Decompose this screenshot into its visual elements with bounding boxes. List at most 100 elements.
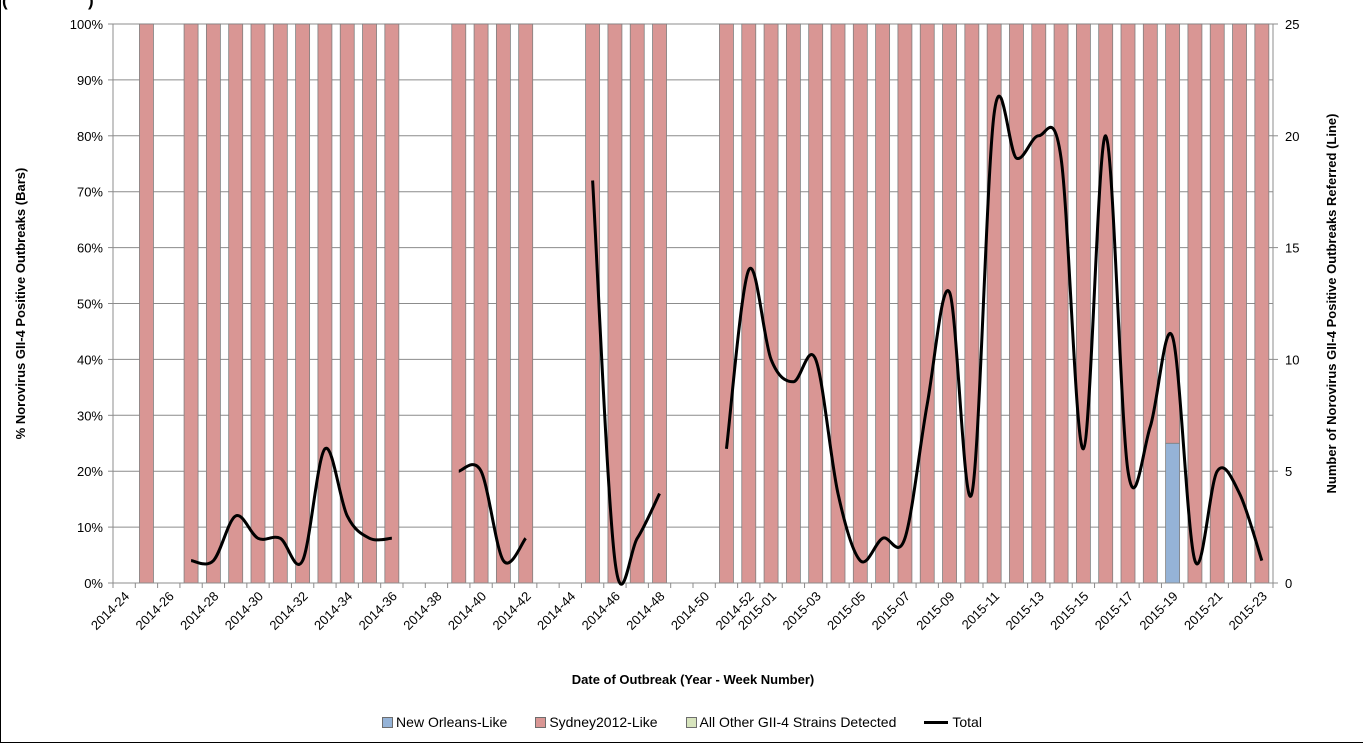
- legend-label-sydney2012: Sydney2012-Like: [549, 714, 658, 730]
- bar: [919, 23, 935, 584]
- x-tick-label: 2015-17: [1092, 589, 1136, 633]
- x-tick-label: 2014-40: [445, 589, 489, 633]
- x-tick-label: 2014-32: [266, 589, 310, 633]
- right-tick-label: 20: [1285, 129, 1299, 144]
- bar: [1187, 23, 1203, 584]
- x-tick-label: 2014-46: [579, 589, 623, 633]
- right-tick-label: 15: [1285, 241, 1299, 256]
- chart-title-fragment: ( ): [2, 0, 94, 10]
- right-tick-label: 25: [1285, 17, 1299, 32]
- bar: [295, 23, 311, 584]
- x-tick-label: 2014-34: [311, 589, 355, 633]
- left-tick-label: 10%: [77, 520, 103, 535]
- bar: [942, 23, 957, 584]
- x-tick-label: 2014-30: [222, 589, 266, 633]
- x-tick-label: 2015-23: [1226, 589, 1270, 633]
- bar: [183, 23, 199, 584]
- bar: [1053, 23, 1069, 584]
- legend-line-total: [924, 720, 949, 724]
- bar: [451, 23, 467, 584]
- legend-item-total: Total: [924, 714, 982, 730]
- bar: [1075, 23, 1091, 584]
- legend-label-total: Total: [952, 714, 982, 730]
- left-tick-label: 50%: [77, 297, 103, 312]
- bar: [1142, 23, 1158, 584]
- left-tick-label: 0%: [84, 576, 103, 591]
- bar: [1098, 23, 1114, 584]
- bar: [518, 23, 534, 584]
- x-tick-label: 2015-03: [779, 589, 823, 633]
- left-tick-label: 20%: [77, 464, 103, 479]
- total-line: [190, 447, 392, 566]
- legend-label-other-gii4: All Other GII-4 Strains Detected: [699, 714, 897, 730]
- bar: [1232, 23, 1247, 584]
- x-tick-label: 2014-42: [489, 589, 533, 633]
- left-tick-label: 80%: [77, 129, 103, 144]
- x-tick-label: 2014-48: [623, 589, 667, 633]
- legend-swatch-other-gii4: [685, 716, 697, 728]
- bar: [1031, 23, 1047, 584]
- bar: [473, 23, 489, 584]
- bar: [897, 23, 913, 584]
- x-tick-label: 2014-44: [534, 589, 578, 633]
- x-tick-label: 2015-13: [1003, 589, 1047, 633]
- bar: [629, 23, 645, 584]
- bar: [964, 23, 980, 584]
- bar: [272, 23, 288, 584]
- x-tick-label: 2015-11: [959, 589, 1003, 633]
- left-tick-label: 40%: [77, 352, 103, 367]
- x-tick-label: 2014-36: [356, 589, 400, 633]
- bar: [1009, 23, 1024, 584]
- legend-item-sydney2012: Sydney2012-Like: [535, 714, 658, 730]
- left-tick-label: 60%: [77, 241, 103, 256]
- left-tick-label: 90%: [77, 73, 103, 88]
- legend-swatch-new-orleans: [382, 716, 394, 728]
- bar: [719, 23, 734, 584]
- x-tick-label: 2015-15: [1047, 589, 1091, 633]
- x-tick-label: 2014-38: [400, 589, 444, 633]
- x-tick-label: 2015-19: [1136, 589, 1180, 633]
- legend-label-new-orleans: New Orleans-Like: [396, 714, 508, 730]
- bar: [808, 23, 824, 584]
- bar: [852, 23, 868, 584]
- bar: [250, 23, 266, 584]
- bar: [1120, 23, 1136, 584]
- legend-swatch-sydney2012: [535, 716, 547, 728]
- bar: [1165, 442, 1181, 584]
- bar: [317, 23, 333, 584]
- bar: [384, 23, 400, 584]
- x-tick-label: 2015-09: [913, 589, 957, 633]
- x-tick-label: 2014-26: [133, 589, 177, 633]
- x-tick-label: 2015-07: [869, 589, 913, 633]
- x-tick-label: 2015-21: [1181, 589, 1225, 633]
- right-tick-label: 10: [1285, 352, 1299, 367]
- total-line: [458, 463, 527, 565]
- bar: [1165, 23, 1181, 444]
- total-line: [724, 94, 1264, 566]
- bar: [205, 23, 221, 584]
- bar: [362, 23, 377, 584]
- x-axis-title: Date of Outbreak (Year - Week Number): [572, 672, 815, 687]
- left-tick-label: 30%: [77, 408, 103, 423]
- right-tick-label: 0: [1285, 576, 1292, 591]
- left-tick-label: 70%: [77, 185, 103, 200]
- bar: [228, 23, 244, 584]
- bar: [652, 23, 667, 584]
- bar: [763, 23, 779, 584]
- left-tick-label: 100%: [70, 17, 104, 32]
- right-axis-title: Number of Norovirus GII-4 Positive Outbr…: [1324, 114, 1339, 494]
- left-axis-title: % Norovirus GII-4 Positive Outbreaks (Ba…: [13, 168, 28, 440]
- bar: [139, 23, 154, 584]
- bar: [1254, 23, 1270, 584]
- bar: [875, 23, 891, 584]
- legend: New Orleans-Like Sydney2012-Like All Oth…: [0, 712, 1364, 732]
- x-tick-label: 2014-50: [668, 589, 712, 633]
- x-tick-label: 2014-28: [177, 589, 221, 633]
- x-tick-label: 2015-05: [824, 589, 868, 633]
- bar: [785, 23, 801, 584]
- bar: [1209, 23, 1225, 584]
- legend-item-other-gii4: All Other GII-4 Strains Detected: [685, 714, 897, 730]
- legend-item-new-orleans: New Orleans-Like: [382, 714, 507, 730]
